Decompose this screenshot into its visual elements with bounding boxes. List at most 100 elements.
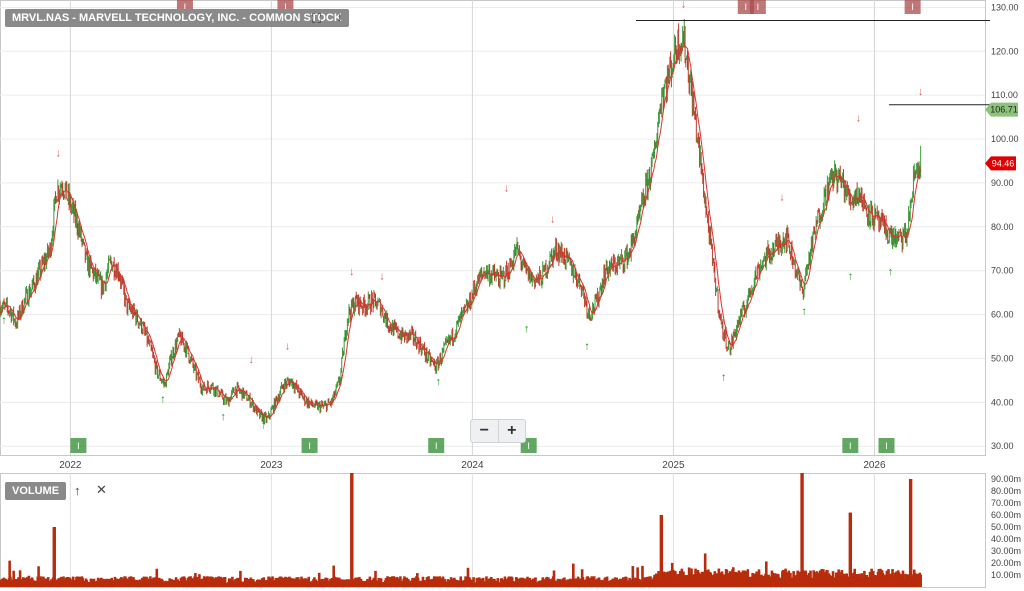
volume-bar — [42, 576, 45, 587]
volume-tick-label: 50.00m — [991, 522, 1021, 532]
volume-bar — [703, 553, 707, 587]
volume-bar — [374, 570, 377, 587]
volume-bar — [671, 569, 675, 587]
arrow-down-icon[interactable]: ↓ — [336, 9, 343, 24]
event-marker — [70, 438, 87, 453]
volume-bar — [720, 571, 724, 587]
volume-bar — [919, 574, 922, 587]
buy-signal-arrow: ↑ — [435, 376, 441, 388]
y-tick-label: 100.00 — [991, 134, 1019, 144]
volume-bar — [838, 571, 841, 587]
volume-bar — [67, 577, 70, 587]
buy-signal-arrow: ↑ — [220, 411, 226, 423]
event-marker-label: I — [757, 2, 760, 12]
volume-bar — [81, 578, 85, 587]
volume-bar — [239, 570, 242, 587]
volume-bar — [155, 568, 159, 587]
event-marker — [904, 0, 921, 14]
symbol-label[interactable]: MRVL.NAS - MARVELL TECHNOLOGY, INC. - CO… — [5, 9, 349, 27]
volume-bar — [100, 578, 104, 587]
buy-signal-arrow: ↑ — [848, 270, 854, 282]
volume-bar — [572, 563, 575, 587]
x-tick-label: 2026 — [863, 460, 886, 471]
volume-bar — [18, 570, 22, 587]
volume-bar — [8, 560, 11, 587]
price-frame — [0, 0, 986, 456]
volume-tick-label: 60.00m — [991, 510, 1021, 520]
y-tick-label: 50.00 — [991, 353, 1014, 363]
volume-bar — [475, 577, 479, 587]
volume-bar — [479, 578, 483, 587]
volume-bar — [12, 570, 15, 587]
volume-bar — [586, 576, 590, 587]
sell-signal-arrow: ↓ — [550, 213, 556, 225]
close-icon[interactable]: ✕ — [96, 482, 107, 497]
event-marker-label: I — [849, 441, 852, 451]
volume-bar — [194, 572, 197, 587]
volume-bar — [822, 569, 825, 587]
volume-bar — [459, 576, 463, 587]
y-tick-label: 60.00 — [991, 310, 1014, 320]
zoom-in-button[interactable]: + — [497, 420, 526, 442]
arrow-up-icon[interactable]: ↑ — [74, 483, 81, 498]
volume-bar — [274, 577, 278, 587]
sell-signal-arrow: ↓ — [249, 354, 255, 366]
volume-bar — [223, 577, 227, 587]
volume-bar — [707, 569, 710, 587]
volume-bar — [321, 578, 324, 587]
sell-signal-arrow: ↓ — [56, 148, 62, 160]
volume-bar — [249, 577, 253, 587]
last-price-badge — [985, 102, 1018, 117]
volume-bar — [138, 579, 142, 587]
volume-bar — [556, 578, 560, 587]
volume-bar — [243, 577, 247, 587]
x-tick-label: 2024 — [461, 460, 484, 471]
volume-bar — [206, 576, 209, 587]
volume-plot — [0, 473, 922, 587]
volume-bar — [472, 577, 475, 587]
volume-bar — [534, 577, 537, 587]
volume-bar — [27, 575, 31, 587]
event-marker — [749, 0, 766, 14]
volume-bar — [841, 573, 844, 587]
volume-tick-label: 40.00m — [991, 534, 1021, 544]
sell-signal-arrow: ↓ — [918, 86, 924, 98]
volume-bar — [53, 527, 56, 587]
event-marker — [842, 438, 859, 453]
y-tick-label: 30.00 — [991, 441, 1014, 451]
volume-tick-label: 10.00m — [991, 570, 1021, 580]
volume-bar — [528, 577, 532, 587]
volume-bar — [214, 577, 218, 587]
moving-average-line — [0, 43, 922, 418]
y-tick-label: 40.00 — [991, 397, 1014, 407]
volume-bar — [187, 576, 191, 587]
event-marker-label: I — [885, 441, 888, 451]
volume-bar — [46, 577, 50, 587]
sell-signal-arrow: ↓ — [779, 191, 785, 203]
zoom-out-button[interactable]: − — [479, 422, 489, 439]
volume-bar — [317, 572, 321, 587]
y-tick-label: 130.00 — [991, 2, 1019, 12]
buy-signal-arrow: ↑ — [584, 341, 590, 353]
volume-bar — [436, 578, 440, 587]
volume-bar — [526, 576, 529, 587]
volume-bar — [755, 571, 758, 587]
sell-signal-arrow: ↓ — [349, 266, 355, 278]
volume-bar — [773, 573, 777, 587]
volume-bar — [541, 577, 545, 587]
volume-bar — [871, 570, 875, 587]
volume-bar — [746, 569, 750, 587]
volume-bar — [37, 566, 40, 587]
volume-tick-label: 90.00m — [991, 474, 1021, 484]
event-marker — [878, 438, 895, 453]
expand-icon[interactable]: ⛶ — [312, 11, 322, 26]
sell-signal-arrow: ↓ — [504, 183, 510, 195]
zoom-control: − + — [470, 419, 526, 443]
volume-bar — [758, 574, 762, 587]
volume-bar — [764, 561, 768, 587]
event-marker — [737, 0, 754, 14]
volume-bar — [276, 577, 280, 587]
x-tick-label: 2022 — [59, 460, 82, 471]
volume-label[interactable]: VOLUME — [5, 482, 67, 500]
